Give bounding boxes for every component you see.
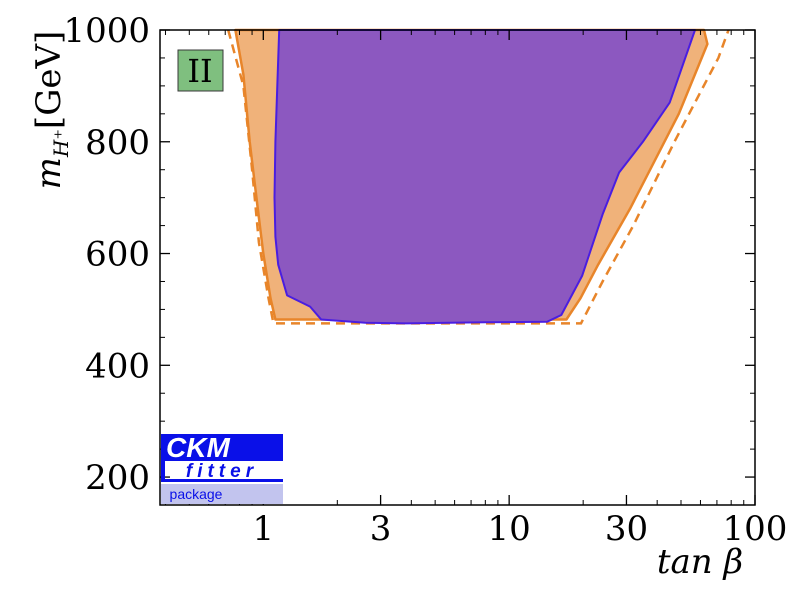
x-tick-label: 3 xyxy=(370,509,392,549)
axes-layer xyxy=(159,29,756,506)
tick-labels-layer: 1 3 10 30 100 200 400 600 800 1000 xyxy=(63,11,787,549)
logo-top-block xyxy=(161,434,283,461)
logo-ckm-text: CKM xyxy=(166,432,230,463)
y-axis-label-unit: [GeV] xyxy=(29,31,69,129)
y-axis-label: mH⁺[GeV] xyxy=(29,31,73,190)
y-tick-label: 200 xyxy=(85,458,150,498)
model-badge: II xyxy=(177,49,224,92)
y-axis-label-sub: H⁺ xyxy=(49,129,73,158)
y-tick-label: 400 xyxy=(85,346,150,386)
y-axis-label-main: m xyxy=(29,157,69,189)
x-tick-label: 100 xyxy=(723,509,788,549)
y-tick-label: 1000 xyxy=(63,11,150,51)
logo-package-text: package xyxy=(170,486,223,502)
x-tick-label: 1 xyxy=(252,509,274,549)
model-badge-label: II xyxy=(187,52,212,90)
logo-bottom-block xyxy=(161,484,283,504)
logo-mid-bar xyxy=(161,479,283,482)
plot-frame xyxy=(159,29,756,506)
svg-text:mH⁺[GeV]: mH⁺[GeV] xyxy=(29,31,73,190)
ticks-layer xyxy=(160,29,756,505)
x-tick-label: 10 xyxy=(488,509,531,549)
regions-layer xyxy=(226,28,730,325)
x-axis-label: tan β xyxy=(657,542,743,582)
ckmfitter-logo: CKM fitter package xyxy=(161,432,283,504)
y-tick-label: 800 xyxy=(85,123,150,163)
y-tick-label: 600 xyxy=(85,235,150,275)
logo-fitter-text: fitter xyxy=(186,461,258,482)
x-tick-label: 30 xyxy=(605,509,648,549)
logo-mid-left xyxy=(161,461,165,481)
region-purple-filled xyxy=(273,29,696,325)
